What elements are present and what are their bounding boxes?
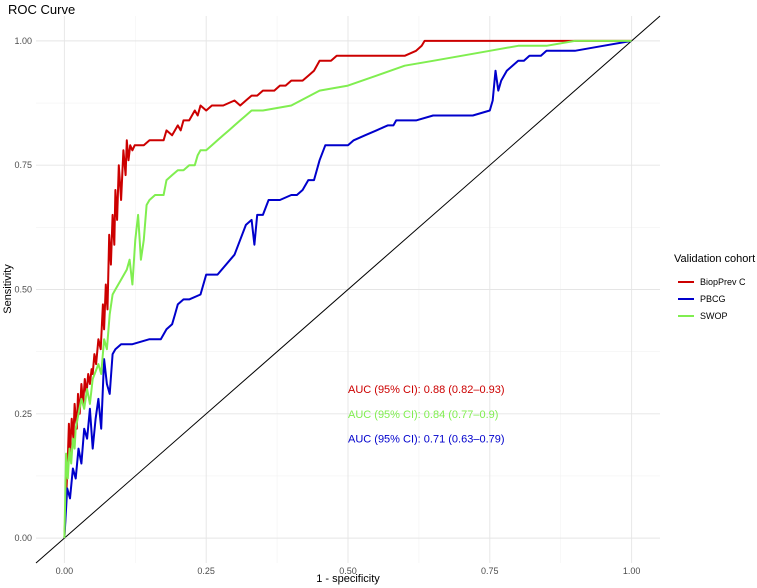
legend-label: BiopPrev C: [700, 277, 746, 287]
reference-diagonal-line: [35, 15, 661, 564]
x-tick-label: 1.00: [623, 566, 641, 576]
y-tick-label: 1.00: [14, 36, 32, 46]
legend: Validation cohort BiopPrev C PBCG SWOP: [674, 253, 755, 321]
chart-title: ROC Curve: [8, 2, 75, 17]
series-line-pbcg: [63, 39, 632, 539]
x-axis-ticks: 0.00 0.25 0.50 0.75 1.00: [56, 566, 641, 576]
auc-annotation: AUC (95% CI): 0.88 (0.82–0.93): [348, 384, 505, 396]
legend-label: SWOP: [700, 311, 728, 321]
x-tick-label: 0.00: [56, 566, 74, 576]
series-group: [63, 39, 632, 539]
x-tick-label: 0.25: [197, 566, 215, 576]
legend-label: PBCG: [700, 294, 726, 304]
auc-annotations: AUC (95% CI): 0.88 (0.82–0.93) AUC (95% C…: [348, 384, 505, 446]
x-tick-label: 0.50: [339, 566, 357, 576]
legend-title: Validation cohort: [674, 253, 755, 265]
series-line-biopprev-c: [63, 39, 632, 539]
x-axis-title: 1 - specificity: [316, 573, 380, 585]
series-line-swop: [63, 39, 632, 539]
auc-annotation: AUC (95% CI): 0.71 (0.63–0.79): [348, 434, 505, 446]
y-tick-label: 0.75: [14, 160, 32, 170]
y-tick-label: 0.25: [14, 409, 32, 419]
y-tick-label: 0.00: [14, 533, 32, 543]
y-axis-ticks: 0.00 0.25 0.50 0.75 1.00: [14, 36, 32, 543]
y-tick-label: 0.50: [14, 285, 32, 295]
auc-annotation: AUC (95% CI): 0.84 (0.77–0.9): [348, 409, 498, 421]
y-axis-title: Sensitivity: [2, 264, 14, 314]
x-tick-label: 0.75: [481, 566, 499, 576]
